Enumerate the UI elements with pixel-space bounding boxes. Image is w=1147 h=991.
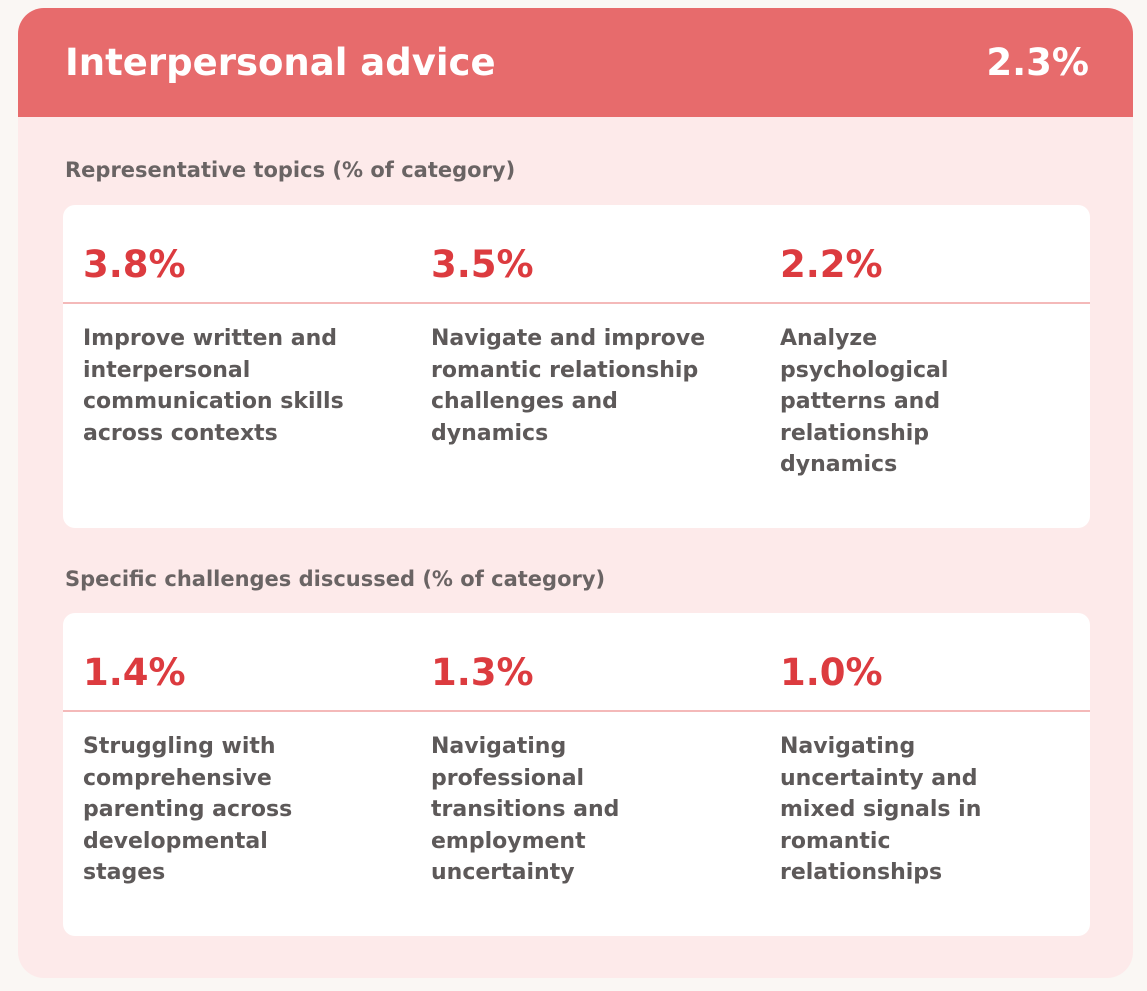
challenge-text: Navigating professional transitions and … — [431, 734, 620, 885]
topics-percent-row: 3.8% 3.5% 2.2% — [63, 205, 1090, 304]
challenge-percent: 1.0% — [780, 651, 883, 694]
topic-percent: 3.5% — [431, 243, 534, 286]
challenge-percent: 1.4% — [83, 651, 186, 694]
challenge-text: Navigating uncertainty and mixed signals… — [780, 734, 982, 885]
topics-label: Representative topics (% of category) — [65, 158, 516, 182]
topic-text: Navigate and improve romantic relationsh… — [431, 326, 706, 446]
category-card: Interpersonal advice 2.3% Representative… — [18, 8, 1133, 978]
topic-percent: 3.8% — [83, 243, 186, 286]
topic-text: Analyze psychological patterns and relat… — [780, 326, 949, 477]
challenges-percent-row: 1.4% 1.3% 1.0% — [63, 613, 1090, 712]
topics-panel: 3.8% 3.5% 2.2% Improve written and inter… — [63, 205, 1090, 528]
challenge-percent: 1.3% — [431, 651, 534, 694]
category-percent: 2.3% — [986, 41, 1089, 84]
challenges-panel: 1.4% 1.3% 1.0% Struggling with comprehen… — [63, 613, 1090, 936]
topic-text: Improve written and interpersonal commun… — [83, 326, 344, 446]
card-header: Interpersonal advice 2.3% — [18, 8, 1133, 117]
topic-percent: 2.2% — [780, 243, 883, 286]
challenge-text: Struggling with comprehensive parenting … — [83, 734, 293, 885]
category-title: Interpersonal advice — [65, 41, 496, 84]
challenges-label: Specific challenges discussed (% of cate… — [65, 567, 606, 591]
